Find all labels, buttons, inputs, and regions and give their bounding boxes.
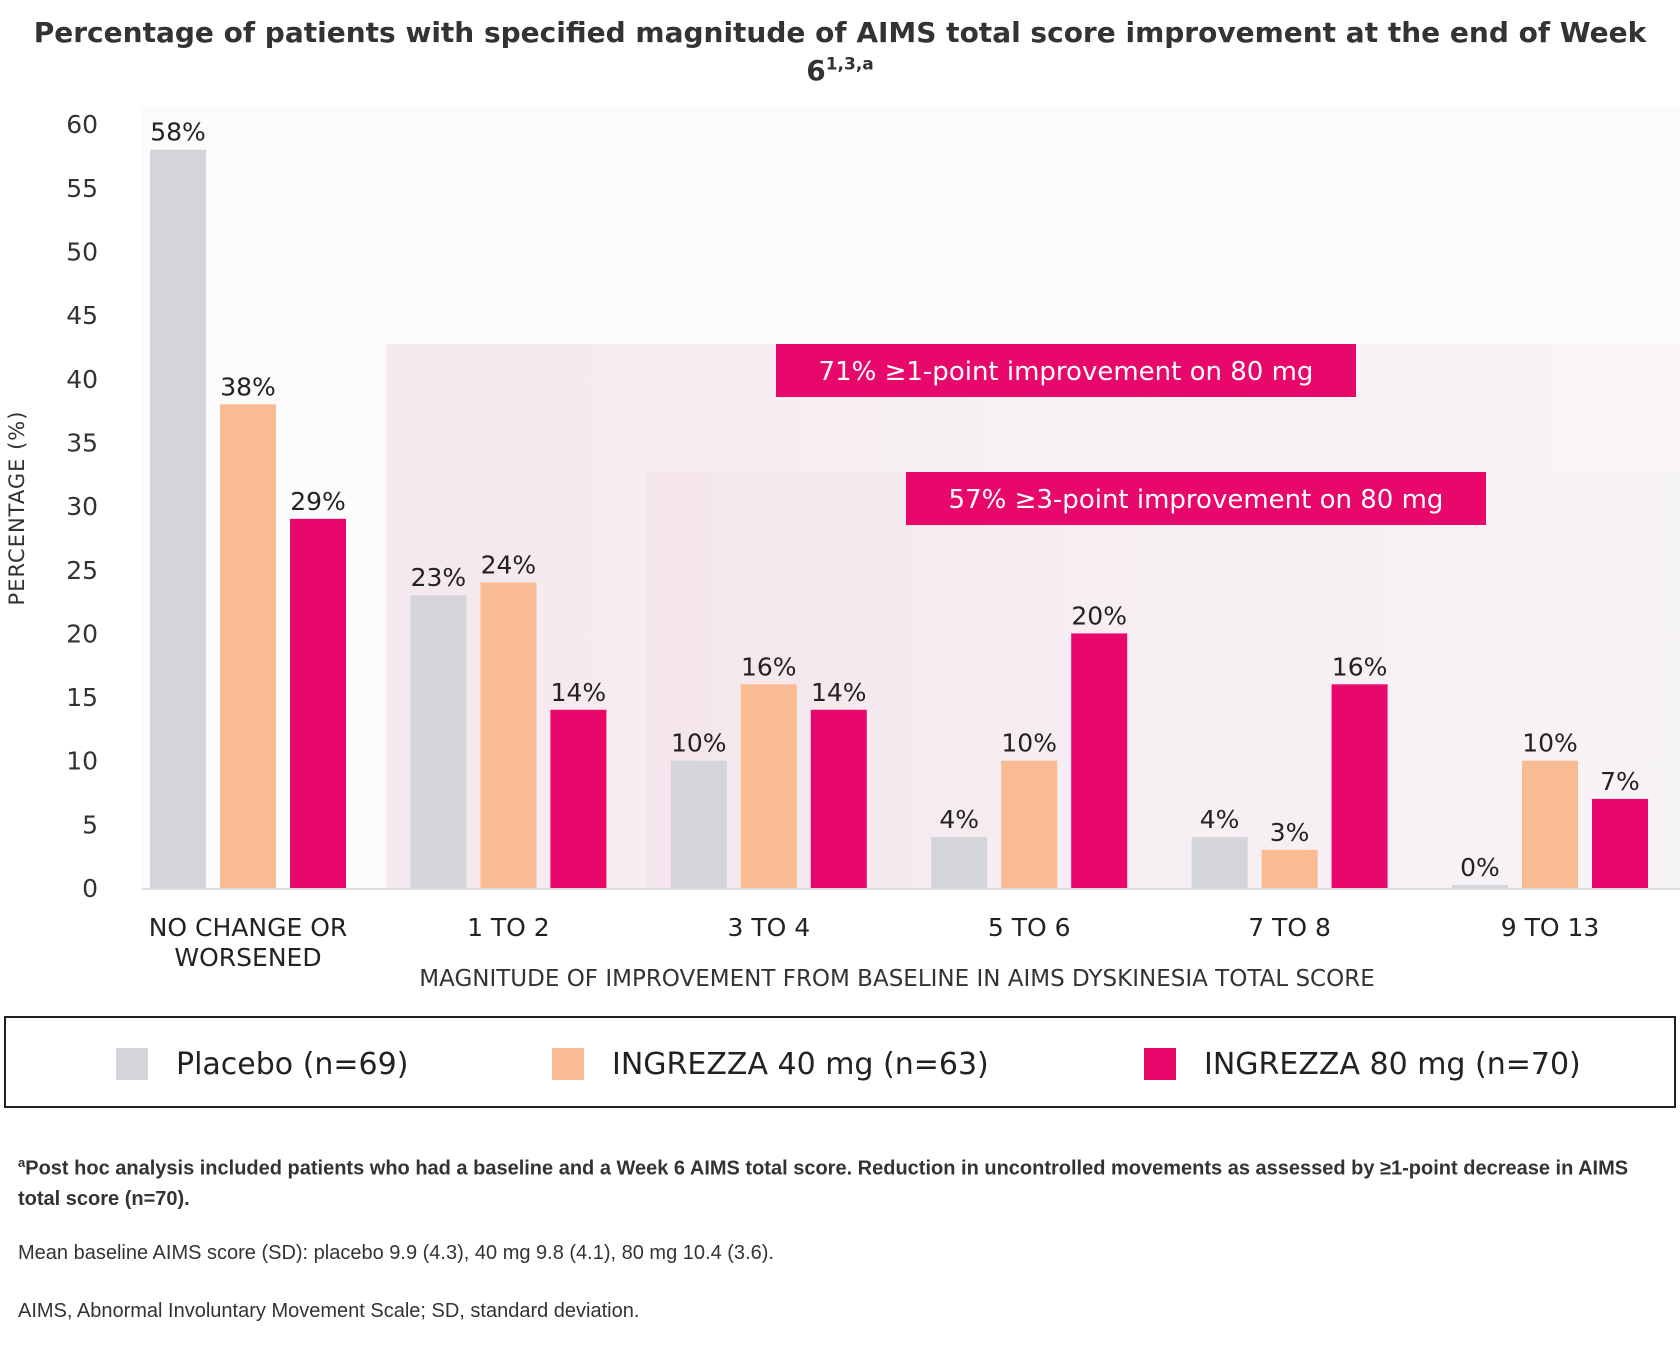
y-tick-label: 0 — [82, 874, 98, 903]
y-tick-label: 35 — [66, 428, 98, 457]
bar-s0-c2 — [670, 760, 727, 888]
legend-swatch-placebo — [116, 1048, 148, 1080]
data-label: 38% — [220, 372, 276, 401]
bar-s2-c4 — [1331, 684, 1388, 888]
annotation-box-2 — [906, 472, 1486, 525]
y-tick-label: 50 — [66, 238, 98, 267]
legend-label-40mg: INGREZZA 40 mg (n=63) — [612, 1046, 989, 1082]
chart-title: Percentage of patients with specified ma… — [0, 14, 1680, 90]
data-label: 20% — [1071, 601, 1127, 630]
footnotes: aPost hoc analysis included patients who… — [18, 1148, 1658, 1356]
x-tick-label: WORSENED — [174, 943, 321, 972]
legend-item-placebo: Placebo (n=69) — [116, 1045, 408, 1083]
bars: 58% 23% 10% 4% 4% 0% 38% 24% 16% 10% 3% 10% 29% 14% 14… — [150, 118, 1648, 888]
bar-s0-c1 — [410, 595, 467, 888]
y-tick-label: 20 — [66, 619, 98, 648]
title-superscript: 1,3,a — [825, 54, 874, 75]
data-label: 4% — [939, 805, 979, 834]
bar-s2-c0 — [290, 518, 346, 888]
legend-label-80mg: INGREZZA 80 mg (n=70) — [1204, 1046, 1581, 1082]
y-tick-label: 55 — [66, 174, 98, 203]
bar-s0-c4 — [1191, 837, 1248, 888]
footnote-baseline: Mean baseline AIMS score (SD): placebo 9… — [18, 1241, 774, 1264]
bar-s2-c1 — [550, 709, 607, 888]
x-tick-label: 1 TO 2 — [467, 913, 550, 942]
bar-chart: 0 5 10 15 20 25 30 35 40 45 50 55 60 58% 23% 10% 4% 4% 0%… — [5, 110, 1680, 992]
bar-s2-c5 — [1592, 798, 1648, 888]
bar-s2-c3 — [1071, 633, 1128, 888]
y-tick-label: 40 — [66, 365, 98, 394]
bar-s1-c2 — [740, 684, 797, 888]
data-label: 58% — [150, 118, 206, 147]
y-tick-label: 30 — [66, 492, 98, 521]
y-tick-label: 10 — [66, 747, 98, 776]
x-tick-label: 9 TO 13 — [1501, 913, 1600, 942]
data-label: 3% — [1270, 818, 1310, 847]
x-axis-label: MAGNITUDE OF IMPROVEMENT FROM BASELINE I… — [419, 966, 1374, 992]
bar-s0-c3 — [931, 837, 988, 888]
footnote-a-marker: a — [18, 1155, 26, 1170]
data-label: 16% — [741, 652, 797, 681]
x-tick-label: 7 TO 8 — [1248, 913, 1331, 942]
bar-s1-c5 — [1522, 760, 1578, 888]
bar-s1-c0 — [220, 404, 276, 888]
data-label: 7% — [1600, 767, 1640, 796]
annotations: 71% ≥1-point improvement on 80 mg 57% ≥3-… — [776, 344, 1486, 525]
data-label: 29% — [290, 487, 346, 516]
data-label: 14% — [551, 678, 607, 707]
legend-label-placebo: Placebo (n=69) — [176, 1046, 409, 1082]
bar-s1-c1 — [480, 582, 537, 888]
bar-s2-c2 — [810, 709, 867, 888]
y-tick-label: 15 — [66, 683, 98, 712]
annotation-text-1: 71% ≥1-point improvement on 80 mg — [819, 357, 1314, 387]
data-label: 0% — [1460, 853, 1500, 882]
data-label: 10% — [1522, 729, 1578, 758]
legend-item-40mg: INGREZZA 40 mg (n=63) — [552, 1045, 989, 1083]
bar-s1-c4 — [1261, 849, 1318, 888]
x-tick-label: NO CHANGE OR — [149, 913, 348, 942]
footnote-a: aPost hoc analysis included patients who… — [18, 1148, 1658, 1214]
chart-title-text: Percentage of patients with specified ma… — [33, 16, 1647, 87]
bar-s0-c5 — [1452, 885, 1508, 888]
data-label: 10% — [671, 729, 727, 758]
y-tick-label: 5 — [82, 810, 98, 839]
footnote-abbreviations: AIMS, Abnormal Involuntary Movement Scal… — [18, 1299, 640, 1322]
y-tick-label: 25 — [66, 556, 98, 585]
data-label: 16% — [1332, 652, 1388, 681]
data-label: 4% — [1200, 805, 1240, 834]
y-axis-label: PERCENTAGE (%) — [5, 411, 29, 606]
data-label: 23% — [411, 563, 467, 592]
bar-s0-c0 — [150, 149, 206, 888]
data-label: 24% — [481, 550, 537, 579]
legend-item-80mg: INGREZZA 80 mg (n=70) — [1144, 1045, 1581, 1083]
annotation-text-2: 57% ≥3-point improvement on 80 mg — [949, 485, 1444, 515]
y-axis: 0 5 10 15 20 25 30 35 40 45 50 55 60 — [66, 110, 98, 903]
footnote-a-text: Post hoc analysis included patients who … — [18, 1157, 1629, 1210]
x-tick-label: 3 TO 4 — [727, 913, 810, 942]
data-label: 14% — [811, 678, 867, 707]
legend: Placebo (n=69) INGREZZA 40 mg (n=63) ING… — [4, 1016, 1676, 1108]
legend-swatch-80mg — [1144, 1048, 1176, 1080]
annotation-box-1 — [776, 344, 1356, 397]
bar-s1-c3 — [1001, 760, 1058, 888]
legend-swatch-40mg — [552, 1048, 584, 1080]
x-tick-label: 5 TO 6 — [988, 913, 1071, 942]
y-tick-label: 45 — [66, 301, 98, 330]
data-label: 10% — [1001, 729, 1057, 758]
y-tick-label: 60 — [66, 110, 98, 139]
